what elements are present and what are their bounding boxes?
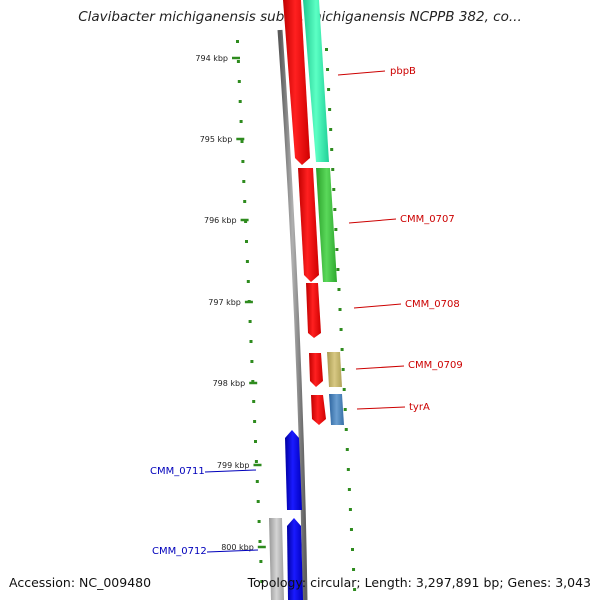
ruler-dot: [260, 580, 264, 583]
gene-pbpb[interactable]: [283, 0, 310, 165]
ruler-dot: [326, 68, 330, 71]
ruler-dot: [259, 560, 263, 563]
ruler-dot: [237, 80, 241, 83]
ruler-dot: [345, 448, 349, 451]
gene-label-leader: [206, 549, 259, 553]
ruler-dot: [258, 540, 262, 543]
ruler-dot: [239, 120, 243, 123]
ruler-dot: [256, 500, 260, 503]
ruler-dot: [333, 208, 337, 211]
ruler-tick-label: 797 kbp: [208, 298, 241, 307]
ruler-dot: [329, 128, 333, 131]
ruler-dot: [245, 260, 249, 263]
ruler-dot: [241, 160, 245, 163]
gene-label-tyra[interactable]: tyrA: [409, 402, 430, 413]
genome-backbone: [277, 29, 308, 600]
ruler-dot: [336, 268, 340, 271]
ruler-dot: [254, 440, 257, 443]
gene-label-pbpb[interactable]: pbpB: [390, 66, 416, 77]
ruler-tick-label: 796 kbp: [204, 216, 237, 225]
ruler-tick-label: 799 kbp: [217, 461, 250, 470]
gene-label-leader: [348, 218, 397, 224]
gene-features[interactable]: [269, 0, 344, 600]
gene-cmm_0711[interactable]: [285, 430, 302, 510]
gene-label-cmm_0708[interactable]: CMM_0708: [405, 299, 460, 310]
ruler-dot: [236, 60, 240, 63]
ruler-dot: [338, 308, 342, 311]
ruler-dot: [238, 100, 242, 103]
ruler-dot: [255, 480, 259, 483]
ruler-dot: [348, 508, 352, 511]
cog-tyra[interactable]: [329, 394, 344, 425]
ruler-dot: [328, 108, 332, 111]
gene-tyra[interactable]: [311, 395, 326, 425]
ruler-dot: [342, 388, 346, 391]
ruler-dot: [347, 488, 351, 491]
ruler-dot: [346, 468, 350, 471]
ruler-dot: [353, 588, 357, 591]
gene-label-cmm_0709[interactable]: CMM_0709: [408, 360, 463, 371]
ruler-dot: [248, 320, 252, 323]
ruler-dot: [340, 348, 344, 351]
gene-label-leader: [356, 406, 406, 410]
ruler-dot: [332, 188, 336, 191]
ruler-dot: [349, 528, 353, 531]
ruler-dot: [335, 248, 339, 251]
cog-cmm_0707[interactable]: [316, 168, 337, 282]
ruler-dot: [250, 360, 254, 363]
gene-label-leader: [353, 303, 402, 309]
topology-text: Topology: circular; Length: 3,297,891 bp…: [247, 575, 591, 590]
gene-label-cmm_0711[interactable]: CMM_0711: [150, 466, 205, 477]
ruler-dot: [330, 148, 334, 151]
ruler-dot: [253, 420, 257, 423]
ruler-dot: [334, 228, 338, 231]
ruler-tick-label: 794 kbp: [195, 54, 228, 63]
ruler-tick-label: 795 kbp: [200, 135, 233, 144]
gene-label-leader: [337, 70, 386, 76]
ruler-tick-label: 798 kbp: [213, 379, 246, 388]
gene-labels: pbpB CMM_0707 CMM_0708 CMM_0709 tyrA CMM_0711…: [150, 66, 463, 557]
ruler-dot: [344, 428, 348, 431]
ruler-ticks: 794 kbp 795 kbp 796 kbp 797 kbp 798 kbp 799 k…: [195, 54, 266, 552]
gene-cmm_0708[interactable]: [306, 283, 321, 338]
gene-cmm_0712[interactable]: [287, 518, 303, 600]
gene-cmm_0707[interactable]: [298, 168, 319, 282]
ruler-dot: [243, 200, 247, 203]
ruler-dots: [236, 40, 357, 591]
ruler-dot: [331, 168, 335, 171]
accession-text: Accession: NC_009480: [9, 575, 152, 590]
ruler-dot: [352, 568, 356, 571]
ruler-dot: [240, 140, 244, 143]
cog-cmm_0712[interactable]: [269, 518, 284, 600]
gene-label-leader: [204, 469, 257, 473]
ruler-dot: [251, 380, 255, 383]
ruler-dot: [249, 340, 253, 343]
ruler-dot: [327, 88, 331, 91]
ruler-dot: [343, 408, 347, 411]
gene-label-leader: [355, 365, 405, 370]
gene-cmm_0709[interactable]: [309, 353, 323, 387]
ruler-dot: [252, 400, 256, 403]
cog-cmm_0709[interactable]: [327, 352, 342, 387]
ruler-dot: [339, 328, 343, 331]
ruler-dot: [325, 48, 328, 51]
ruler-dot: [341, 368, 345, 371]
ruler-tick-label: 800 kbp: [221, 543, 254, 552]
ruler-dot: [337, 288, 341, 291]
ruler-dot: [245, 240, 248, 243]
ruler-dot: [244, 220, 248, 223]
ruler-dot: [242, 180, 246, 183]
gene-label-cmm_0712[interactable]: CMM_0712: [152, 546, 207, 557]
ruler-dot: [254, 460, 258, 463]
cog-pbpb[interactable]: [303, 0, 329, 162]
ruler-dot: [351, 548, 354, 551]
gene-label-cmm_0707[interactable]: CMM_0707: [400, 214, 455, 225]
ruler-dot: [257, 520, 261, 523]
ruler-dot: [246, 280, 250, 283]
ruler-dot: [236, 40, 239, 43]
